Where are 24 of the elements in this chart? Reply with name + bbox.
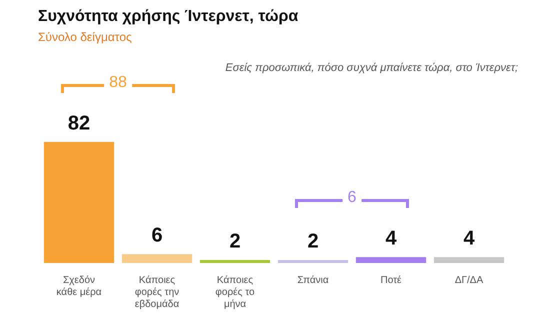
x-tick-label: Κάποιες φορές την εβδομάδα	[134, 274, 180, 310]
chart-subtitle: Σύνολο δείγματος	[38, 30, 132, 44]
data-label: 4	[463, 228, 476, 250]
data-label: 2	[229, 230, 241, 253]
bracket: 88	[61, 74, 175, 94]
x-tick-label: Κάποιες φορές το μήνα	[215, 274, 256, 310]
x-tick-label: Σπάνια	[297, 274, 329, 286]
x-tick-label: ΔΓ/ΔΑ	[454, 274, 484, 286]
chart-title: Συχνότητα χρήσης Ίντερνετ, τώρα	[38, 8, 298, 26]
bar	[44, 142, 114, 263]
bar	[122, 254, 192, 263]
x-tick-label: Σχεδόν κάθε μέρα	[56, 274, 102, 298]
x-tick-label: Ποτέ	[380, 274, 402, 286]
data-label: 4	[385, 228, 398, 250]
bar	[278, 260, 348, 263]
annotation: 6	[342, 189, 362, 208]
bracket: 6	[295, 189, 409, 210]
text: Εσείς προσωπικά, πόσο συχνά μπαίνετε τώρα, στο Ίντερνετ;	[225, 62, 518, 74]
data-label: 2	[307, 230, 319, 253]
bar	[356, 257, 426, 263]
data-label: 6	[151, 224, 163, 247]
bar	[434, 257, 504, 263]
data-label: 82	[68, 112, 90, 134]
bar	[200, 260, 270, 263]
